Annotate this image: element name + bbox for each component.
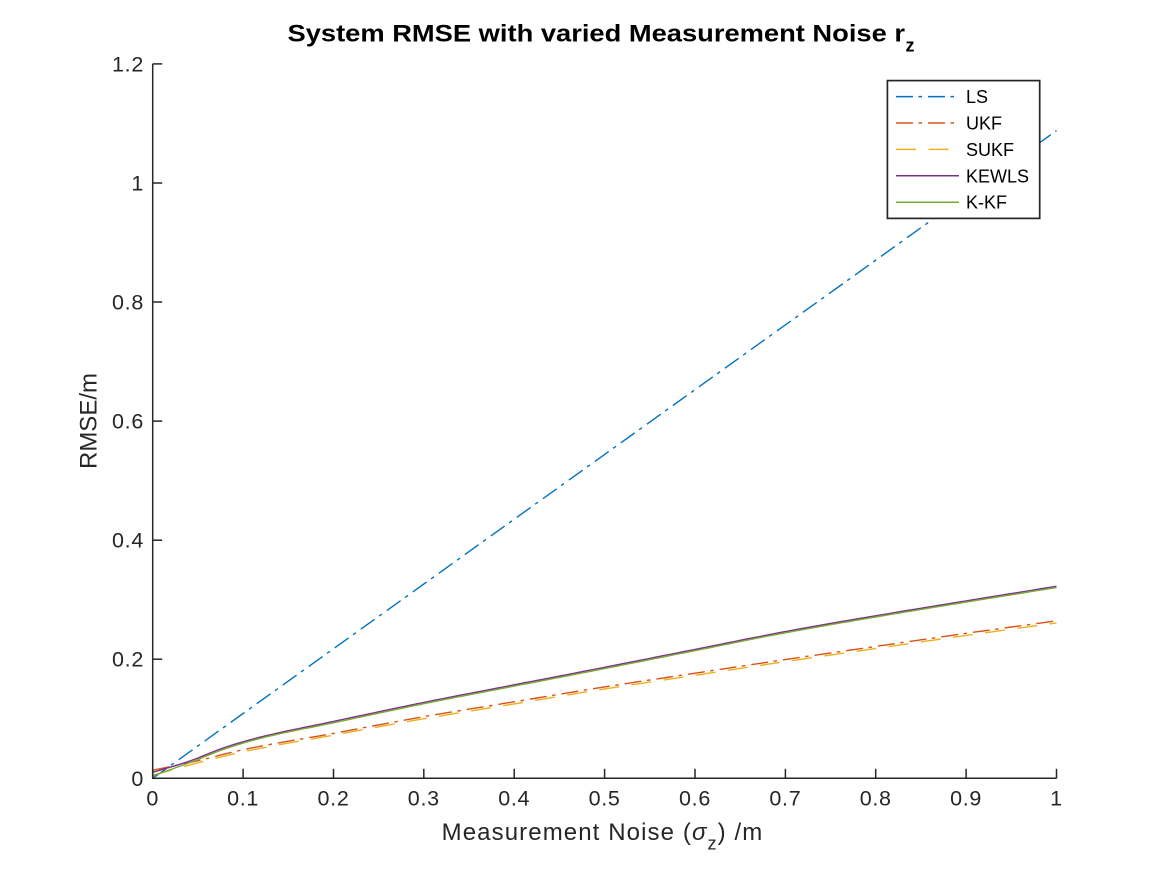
svg-text:KEWLS: KEWLS: [966, 166, 1029, 186]
svg-text:0.5: 0.5: [589, 787, 621, 811]
svg-text:SUKF: SUKF: [966, 140, 1014, 160]
svg-text:K-KF: K-KF: [966, 193, 1007, 213]
svg-text:0.6: 0.6: [679, 787, 711, 811]
svg-text:0.7: 0.7: [769, 787, 801, 811]
svg-text:0.3: 0.3: [408, 787, 440, 811]
svg-text:0.4: 0.4: [498, 787, 530, 811]
svg-text:0.6: 0.6: [112, 410, 144, 434]
svg-text:1: 1: [1050, 787, 1063, 811]
svg-text:0: 0: [131, 767, 144, 791]
svg-text:1.2: 1.2: [112, 52, 144, 76]
svg-text:0.1: 0.1: [227, 787, 259, 811]
svg-text:1: 1: [131, 172, 144, 196]
svg-text:z: z: [906, 36, 915, 56]
svg-text:UKF: UKF: [966, 114, 1002, 134]
svg-text:0: 0: [146, 787, 159, 811]
svg-text:System RMSE with varied Measur: System RMSE with varied Measurement Nois…: [288, 20, 906, 47]
svg-text:0.2: 0.2: [318, 787, 350, 811]
svg-text:0.9: 0.9: [950, 787, 982, 811]
svg-text:0.8: 0.8: [860, 787, 892, 811]
svg-text:LS: LS: [966, 87, 988, 107]
svg-text:0.2: 0.2: [112, 648, 144, 672]
svg-text:0.8: 0.8: [112, 291, 144, 315]
svg-text:0.4: 0.4: [112, 529, 144, 553]
svg-text:RMSE/m: RMSE/m: [76, 373, 103, 469]
